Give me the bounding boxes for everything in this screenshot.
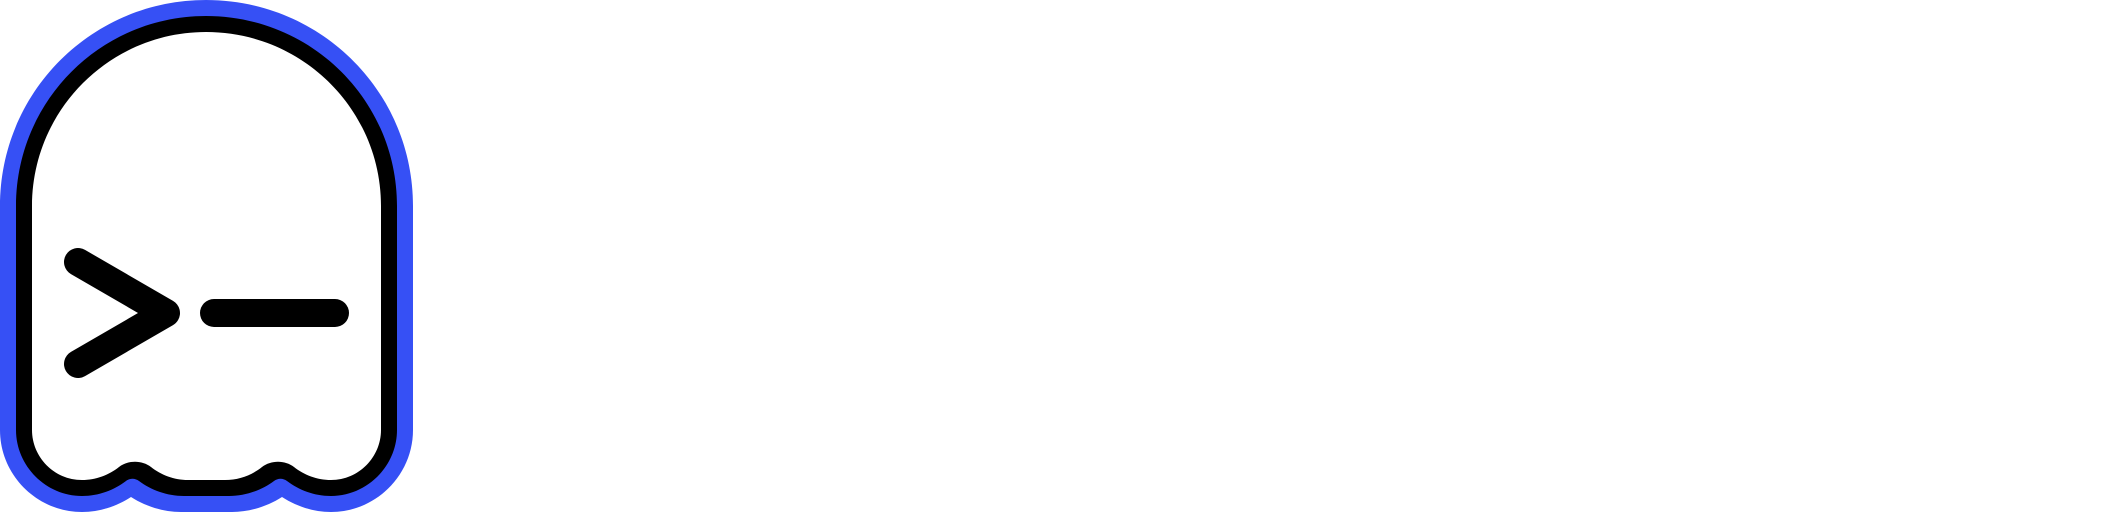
ghost-body-fill <box>32 32 381 480</box>
chevron-right-icon <box>64 248 180 378</box>
ghost-terminal-icon <box>0 0 413 512</box>
blank-area <box>413 0 2112 512</box>
ghost-terminal-logo <box>0 0 413 512</box>
